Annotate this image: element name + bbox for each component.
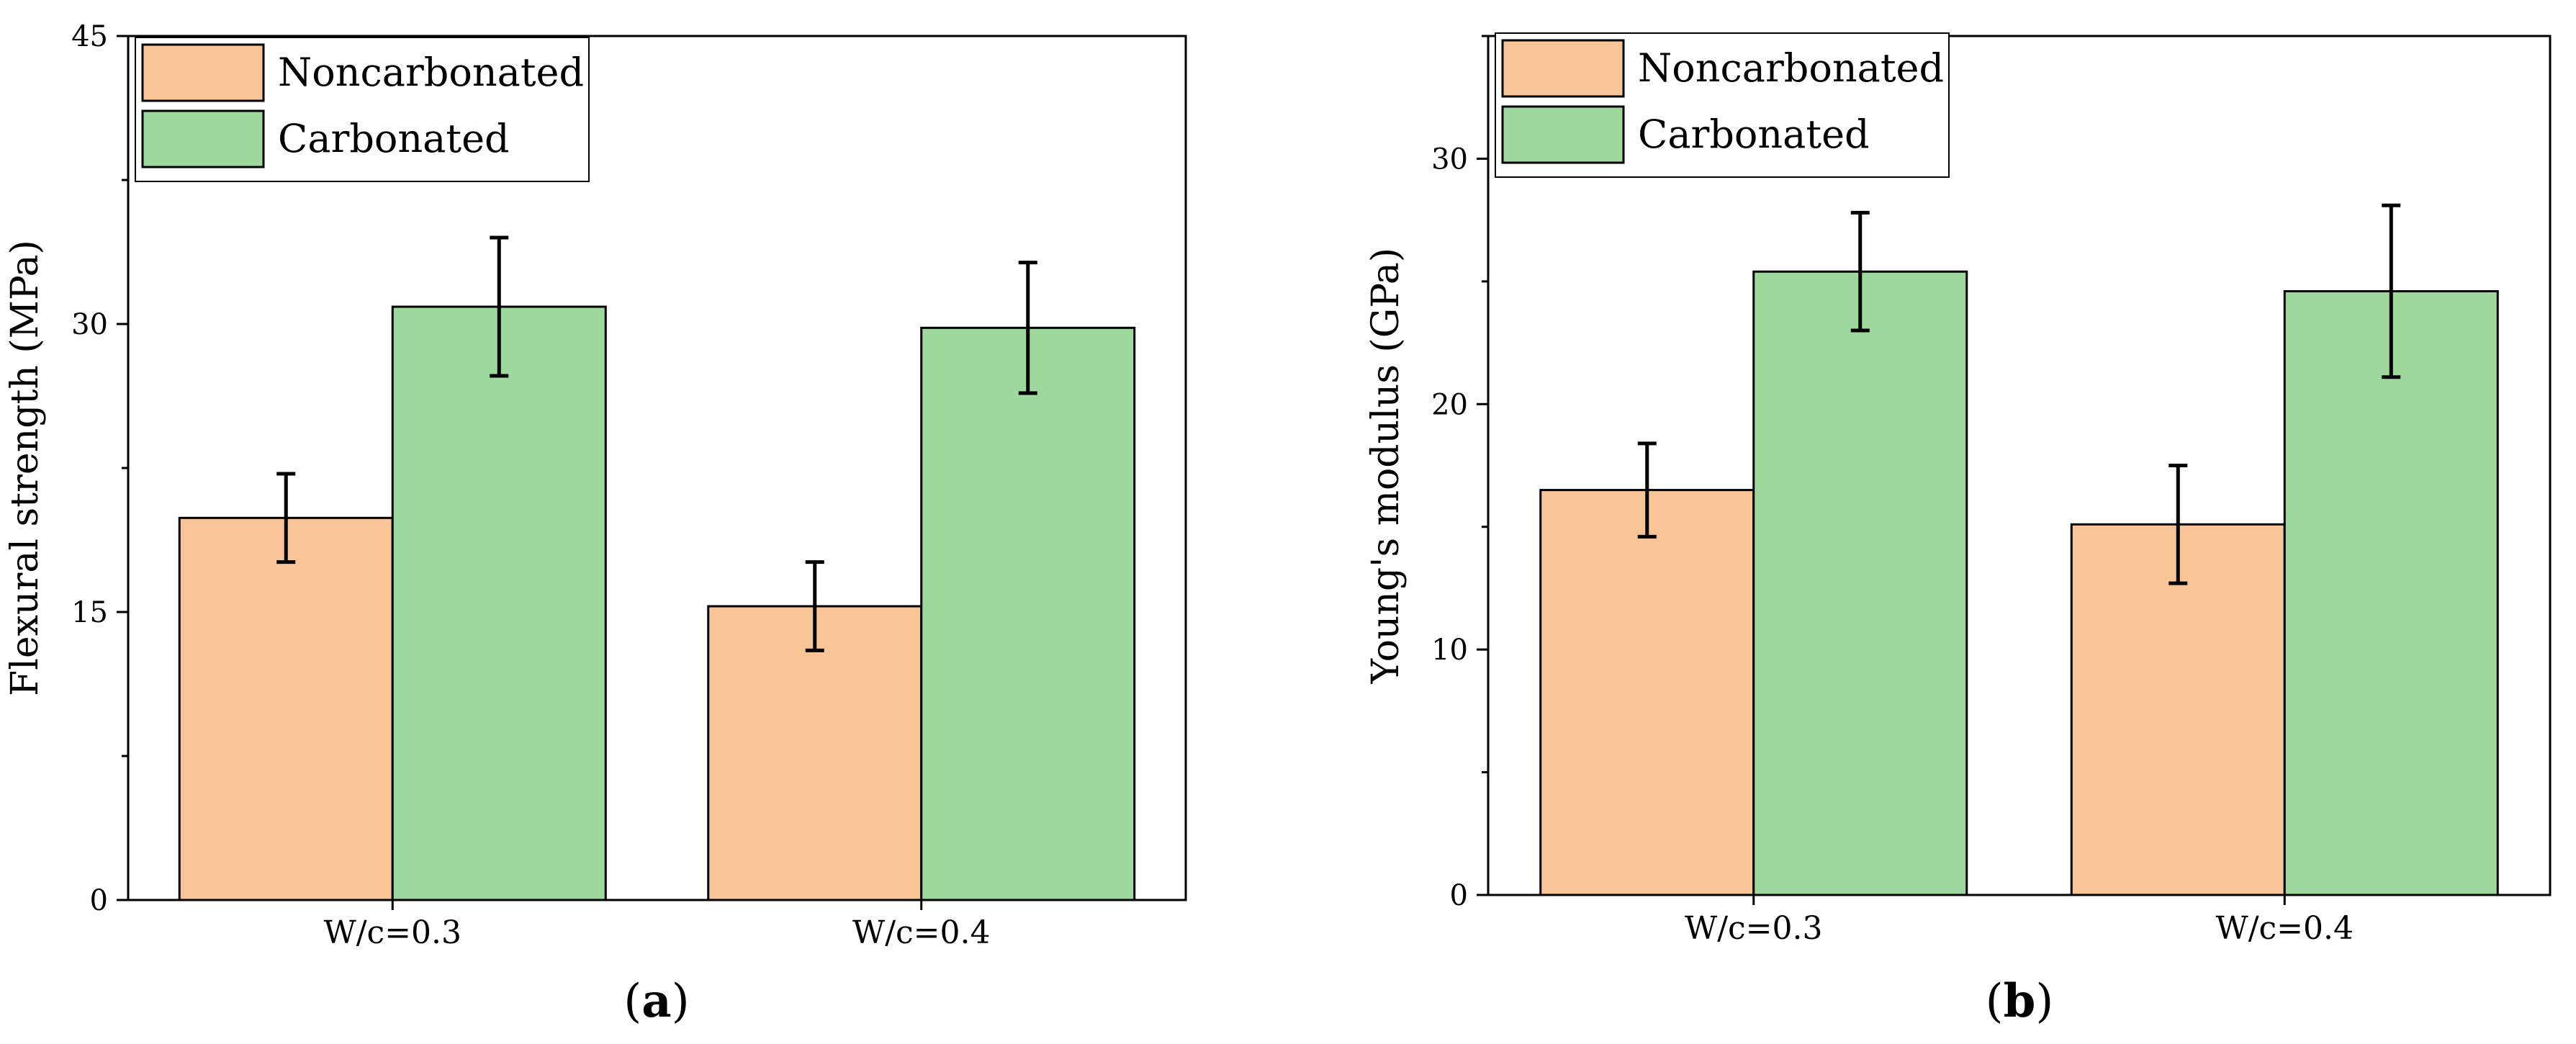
y-axis-label: Young's modulus (GPa) [1364,248,1408,684]
bar-carbonated-0 [1752,270,1968,896]
bar-noncarbonated-1 [707,605,923,901]
y-tick-label: 30 [1431,143,1468,176]
bar-noncarbonated-0 [1539,489,1755,896]
bar-carbonated-1 [2283,289,2499,896]
x-category-label: W/c=0.4 [2215,910,2354,947]
error-bar-carbonated-1 [2382,203,2401,379]
y-axis-label: Flexural strength (MPa) [4,240,47,696]
legend-label: Carbonated [278,116,510,161]
error-bar-carbonated-1 [1018,261,1037,395]
legend-swatch-noncarbonated [1501,39,1625,98]
legend: Noncarbonated Carbonated [135,37,590,182]
x-category-label: W/c=0.3 [1685,910,1823,947]
panel-label: (a) [623,974,689,1028]
legend-swatch-carbonated [1501,105,1625,164]
panel-label: (b) [1986,974,2054,1028]
legend-label: Carbonated [1638,112,1870,157]
error-bar-carbonated-0 [490,235,509,378]
legend-swatch-carbonated [141,109,265,168]
y-tick-label: 20 [1431,388,1468,421]
bar-carbonated-1 [920,326,1136,901]
y-tick-label: 45 [71,20,108,53]
chart-panel-b: 0 10 20 30 W/c=0.3 W/c=0.4 Young's modulus (GP… [1364,32,2552,1028]
plot-frame [1487,35,2552,896]
panel-label-letter: a [641,974,671,1028]
bar-noncarbonated-0 [178,516,394,901]
chart-panel-a: 0 15 30 45 W/c=0.3 W/c=0.4 Flexural strength (… [4,20,1187,1028]
y-tick-label: 0 [1450,879,1468,912]
error-bar-noncarbonated-1 [2169,464,2188,585]
bar-carbonated-0 [391,305,607,901]
error-bar-noncarbonated-0 [1637,441,1657,539]
legend-label: Noncarbonated [1638,45,1944,91]
x-category-label: W/c=0.4 [852,914,991,951]
legend: Noncarbonated Carbonated [1495,32,1950,178]
y-tick-label: 30 [71,308,108,341]
y-tick-label: 15 [71,596,108,629]
error-bar-noncarbonated-1 [805,560,824,652]
y-tick-label: 10 [1431,634,1468,667]
error-bar-noncarbonated-0 [276,472,296,564]
error-bar-carbonated-0 [1850,210,1870,333]
x-category-label: W/c=0.3 [323,914,461,951]
y-tick-label: 0 [90,884,108,917]
legend-swatch-noncarbonated [141,43,265,102]
panel-label-letter: b [2004,974,2036,1028]
legend-label: Noncarbonated [278,50,584,95]
